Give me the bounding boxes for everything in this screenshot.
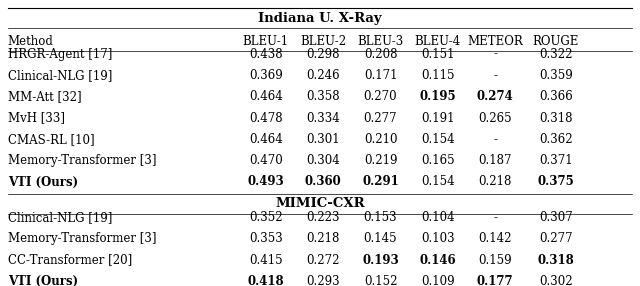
Text: 0.265: 0.265 xyxy=(479,112,512,124)
Text: 0.195: 0.195 xyxy=(420,90,456,103)
Text: 0.223: 0.223 xyxy=(307,211,340,224)
Text: 0.208: 0.208 xyxy=(364,47,397,61)
Text: 0.353: 0.353 xyxy=(249,232,283,245)
Text: 0.171: 0.171 xyxy=(364,69,397,82)
Text: 0.142: 0.142 xyxy=(479,232,512,245)
Text: 0.270: 0.270 xyxy=(364,90,397,103)
Text: 0.375: 0.375 xyxy=(538,176,574,188)
Text: -: - xyxy=(493,211,497,224)
Text: 0.307: 0.307 xyxy=(539,211,573,224)
Text: 0.493: 0.493 xyxy=(248,176,284,188)
Text: 0.154: 0.154 xyxy=(421,133,454,146)
Text: Memory-Transformer [3]: Memory-Transformer [3] xyxy=(8,154,156,167)
Text: 0.366: 0.366 xyxy=(539,90,573,103)
Text: 0.177: 0.177 xyxy=(477,275,513,286)
Text: MvH [33]: MvH [33] xyxy=(8,112,65,124)
Text: METEOR: METEOR xyxy=(467,35,523,48)
Text: 0.154: 0.154 xyxy=(421,176,454,188)
Text: CC-Transformer [20]: CC-Transformer [20] xyxy=(8,254,132,267)
Text: 0.318: 0.318 xyxy=(539,112,573,124)
Text: 0.210: 0.210 xyxy=(364,133,397,146)
Text: 0.109: 0.109 xyxy=(421,275,454,286)
Text: BLEU-3: BLEU-3 xyxy=(357,35,404,48)
Text: 0.145: 0.145 xyxy=(364,232,397,245)
Text: 0.359: 0.359 xyxy=(539,69,573,82)
Text: 0.293: 0.293 xyxy=(307,275,340,286)
Text: 0.153: 0.153 xyxy=(364,211,397,224)
Text: 0.187: 0.187 xyxy=(479,154,512,167)
Text: 0.360: 0.360 xyxy=(305,176,342,188)
Text: 0.218: 0.218 xyxy=(307,232,340,245)
Text: 0.159: 0.159 xyxy=(479,254,512,267)
Text: VTI (Ours): VTI (Ours) xyxy=(8,176,78,188)
Text: CMAS-RL [10]: CMAS-RL [10] xyxy=(8,133,94,146)
Text: Method: Method xyxy=(8,35,54,48)
Text: Indiana U. X-Ray: Indiana U. X-Ray xyxy=(258,12,382,25)
Text: 0.358: 0.358 xyxy=(307,90,340,103)
Text: Clinical-NLG [19]: Clinical-NLG [19] xyxy=(8,211,112,224)
Text: BLEU-1: BLEU-1 xyxy=(243,35,289,48)
Text: 0.302: 0.302 xyxy=(539,275,573,286)
Text: 0.470: 0.470 xyxy=(249,154,283,167)
Text: -: - xyxy=(493,47,497,61)
Text: 0.464: 0.464 xyxy=(249,90,283,103)
Text: 0.464: 0.464 xyxy=(249,133,283,146)
Text: Clinical-NLG [19]: Clinical-NLG [19] xyxy=(8,69,112,82)
Text: 0.274: 0.274 xyxy=(477,90,514,103)
Text: 0.103: 0.103 xyxy=(421,232,454,245)
Text: VTI (Ours): VTI (Ours) xyxy=(8,275,78,286)
Text: HRGR-Agent [17]: HRGR-Agent [17] xyxy=(8,47,112,61)
Text: 0.277: 0.277 xyxy=(539,232,573,245)
Text: MM-Att [32]: MM-Att [32] xyxy=(8,90,81,103)
Text: 0.151: 0.151 xyxy=(421,47,454,61)
Text: 0.272: 0.272 xyxy=(307,254,340,267)
Text: 0.191: 0.191 xyxy=(421,112,454,124)
Text: 0.304: 0.304 xyxy=(307,154,340,167)
Text: 0.219: 0.219 xyxy=(364,154,397,167)
Text: 0.371: 0.371 xyxy=(539,154,573,167)
Text: 0.334: 0.334 xyxy=(307,112,340,124)
Text: BLEU-2: BLEU-2 xyxy=(300,35,346,48)
Text: 0.146: 0.146 xyxy=(420,254,456,267)
Text: -: - xyxy=(493,133,497,146)
Text: BLEU-4: BLEU-4 xyxy=(415,35,461,48)
Text: 0.418: 0.418 xyxy=(248,275,284,286)
Text: 0.352: 0.352 xyxy=(249,211,283,224)
Text: 0.322: 0.322 xyxy=(539,47,573,61)
Text: -: - xyxy=(493,69,497,82)
Text: 0.115: 0.115 xyxy=(421,69,454,82)
Text: MIMIC-CXR: MIMIC-CXR xyxy=(275,197,365,210)
Text: 0.291: 0.291 xyxy=(362,176,399,188)
Text: 0.277: 0.277 xyxy=(364,112,397,124)
Text: 0.246: 0.246 xyxy=(307,69,340,82)
Text: 0.369: 0.369 xyxy=(249,69,283,82)
Text: 0.318: 0.318 xyxy=(538,254,574,267)
Text: 0.104: 0.104 xyxy=(421,211,454,224)
Text: Memory-Transformer [3]: Memory-Transformer [3] xyxy=(8,232,156,245)
Text: 0.415: 0.415 xyxy=(249,254,283,267)
Text: 0.298: 0.298 xyxy=(307,47,340,61)
Text: 0.193: 0.193 xyxy=(362,254,399,267)
Text: 0.152: 0.152 xyxy=(364,275,397,286)
Text: 0.362: 0.362 xyxy=(539,133,573,146)
Text: 0.218: 0.218 xyxy=(479,176,512,188)
Text: ROUGE: ROUGE xyxy=(532,35,579,48)
Text: 0.438: 0.438 xyxy=(249,47,283,61)
Text: 0.165: 0.165 xyxy=(421,154,454,167)
Text: 0.301: 0.301 xyxy=(307,133,340,146)
Text: 0.478: 0.478 xyxy=(249,112,283,124)
